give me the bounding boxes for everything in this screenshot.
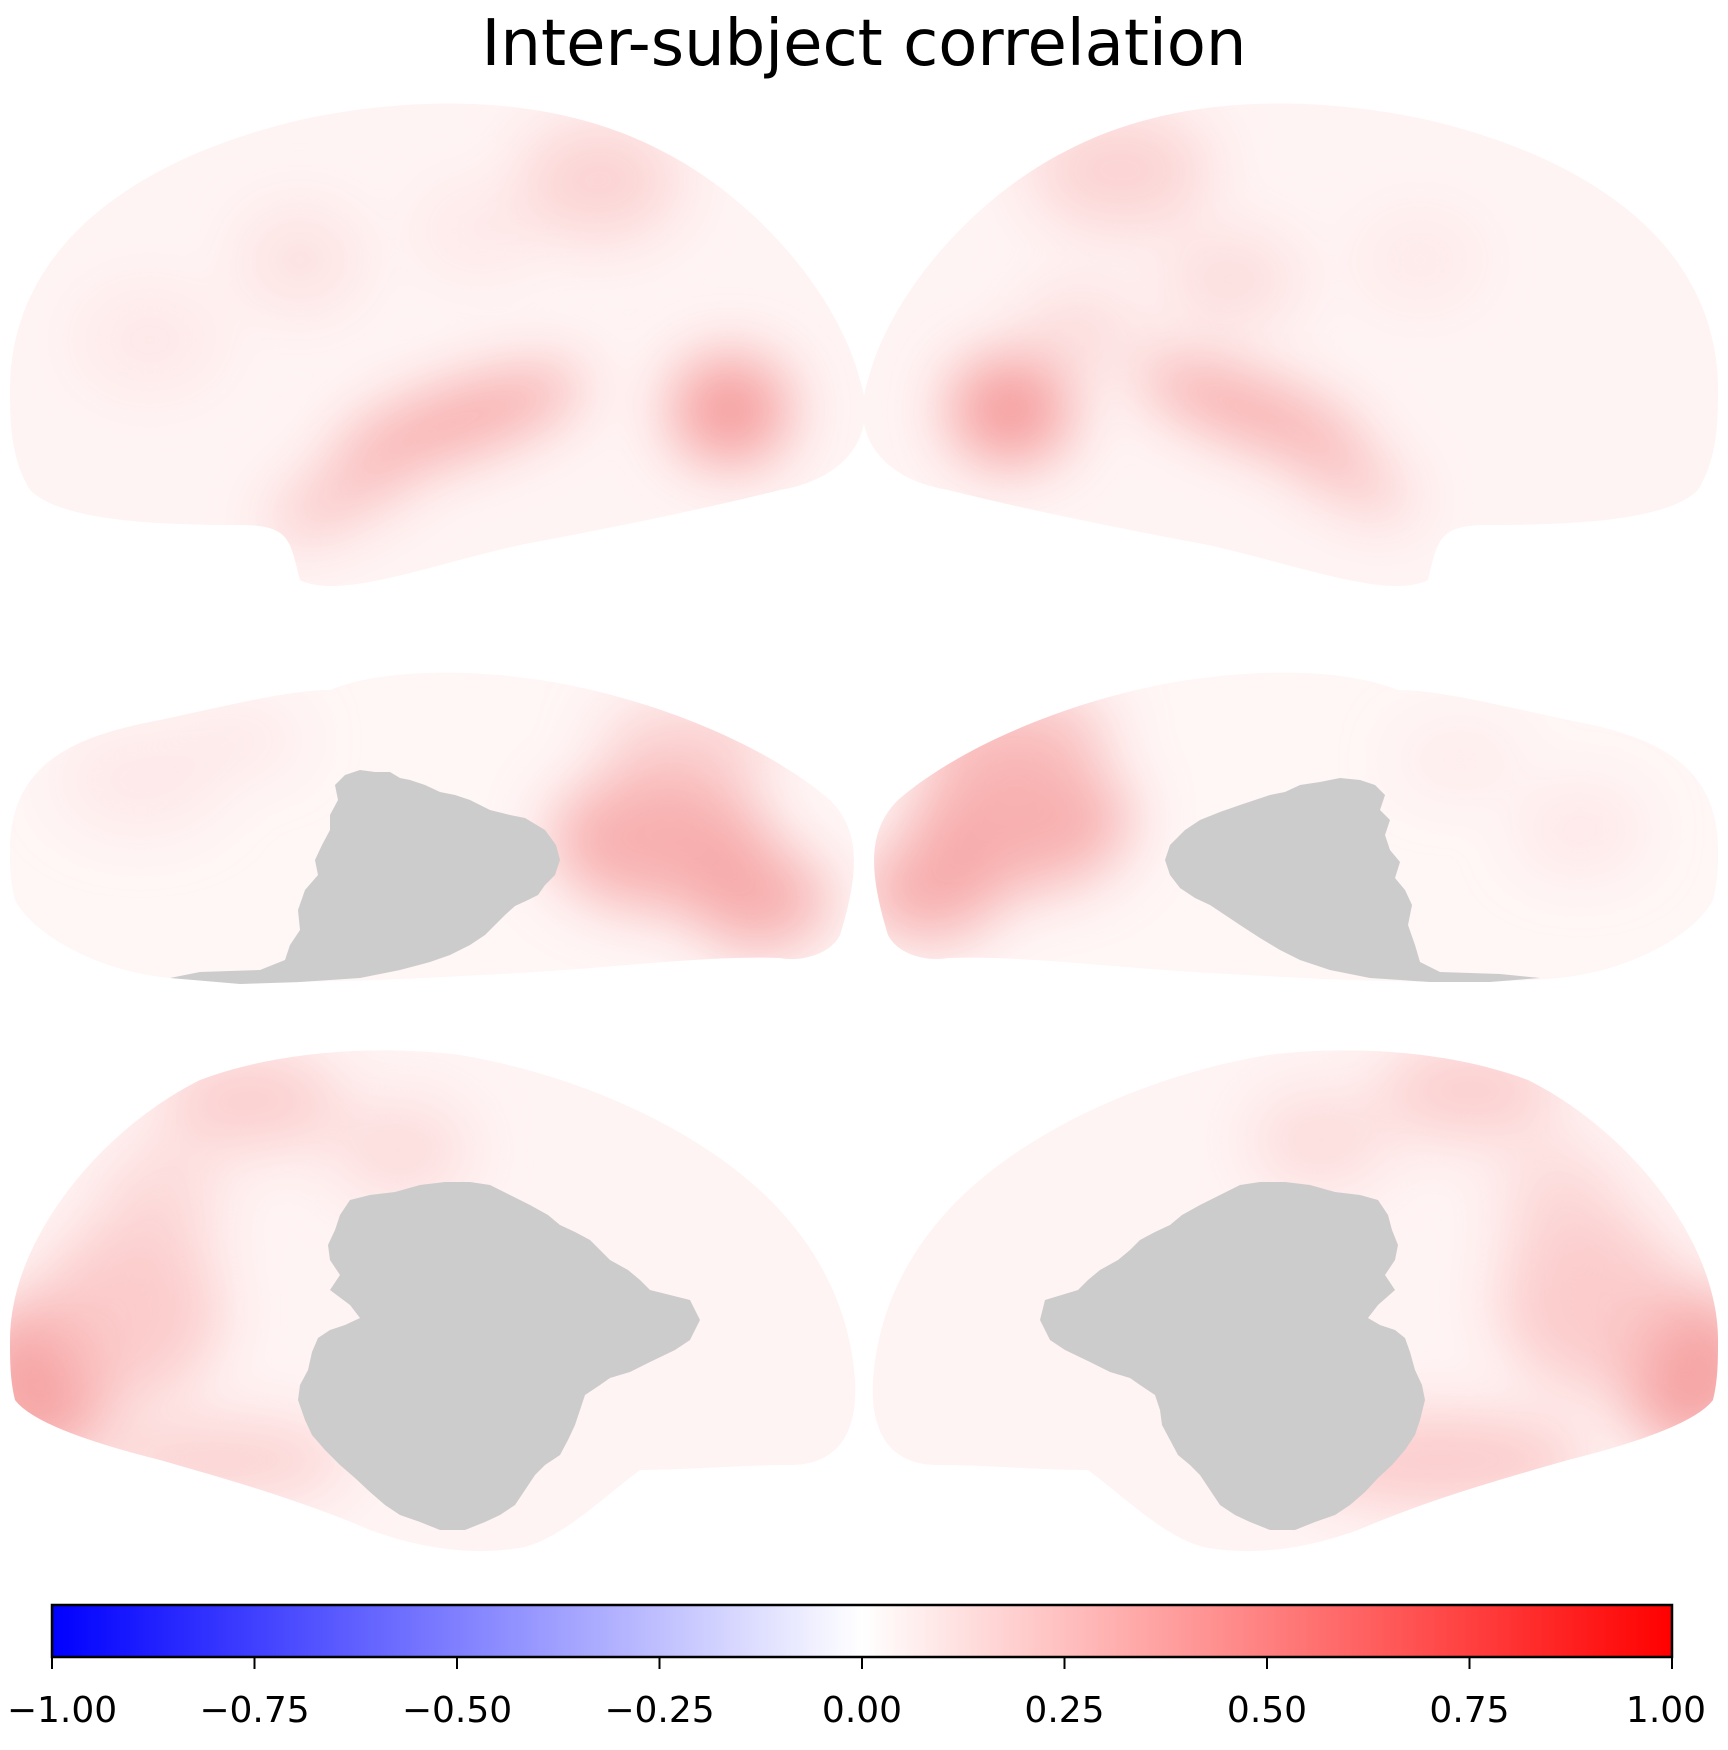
panel-right-ventral — [874, 672, 1718, 982]
colorbar-tick-label: −0.25 — [604, 1690, 714, 1731]
medial-wall-mask — [1165, 778, 1540, 982]
panel-right-medial — [872, 1050, 1718, 1552]
colorbar-tick-label: −0.50 — [402, 1690, 512, 1731]
panel-left-ventral — [10, 672, 854, 984]
medial-wall-mask — [1040, 1182, 1425, 1530]
panel-left-lateral — [10, 103, 866, 586]
colorbar-tick-label: 0.50 — [1227, 1690, 1307, 1731]
colorbar-tick-label: 0.25 — [1024, 1690, 1104, 1731]
colorbar-tick-label: 1.00 — [1626, 1690, 1706, 1731]
figure-title: Inter-subject correlation — [481, 7, 1247, 81]
medial-wall-mask — [298, 1182, 700, 1530]
colorbar-tick-label: −0.75 — [199, 1690, 309, 1731]
colorbar-tick-label: 0.75 — [1429, 1690, 1509, 1731]
panel-right-lateral — [862, 103, 1718, 586]
brain-surface-panels — [10, 103, 1718, 1552]
colorbar-gradient — [50, 1603, 1674, 1659]
colorbar-ticks: −1.00 −0.75 −0.50 −0.25 0.00 0.25 0.50 0.75 1.00 — [7, 1657, 1706, 1731]
colorbar-tick-label: −1.00 — [7, 1690, 117, 1731]
medial-wall-mask — [170, 770, 560, 984]
panel-left-medial — [10, 1050, 856, 1552]
colorbar-tick-label: 0.00 — [822, 1690, 902, 1731]
